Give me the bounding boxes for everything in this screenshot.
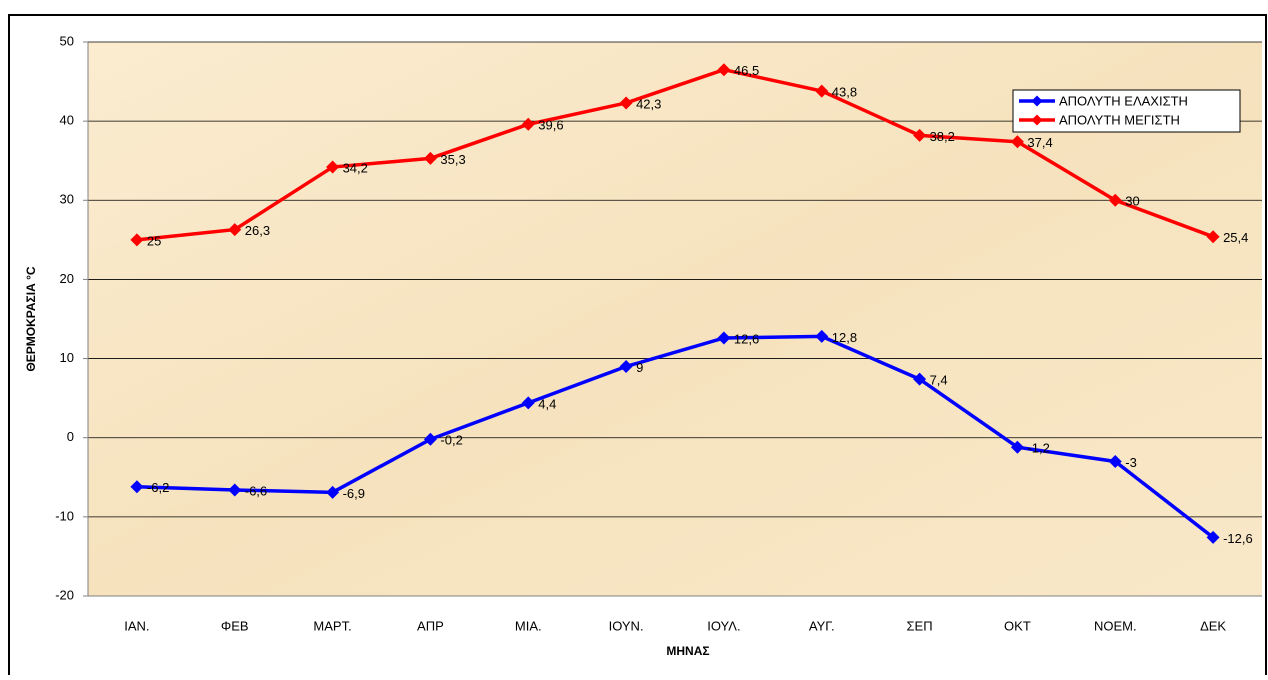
point-marker	[1108, 193, 1122, 207]
legend-marker	[1031, 114, 1043, 126]
point-marker	[423, 151, 437, 165]
y-tick-label: 10	[60, 350, 74, 365]
data-label: -12,6	[1223, 531, 1253, 546]
data-label: 7,4	[930, 373, 948, 388]
data-label: 25	[147, 233, 161, 248]
point-marker	[130, 480, 144, 494]
data-label: -6,9	[343, 486, 365, 501]
data-label: 35,3	[440, 152, 465, 167]
x-tick-label: ΑΠΡ	[417, 618, 444, 633]
y-tick-label: 0	[67, 429, 74, 444]
point-marker	[619, 96, 633, 110]
data-label: 12,6	[734, 331, 759, 346]
point-marker	[326, 160, 340, 174]
x-axis-title: ΜΗΝΑΣ	[666, 644, 709, 658]
data-label: 30	[1125, 194, 1139, 209]
data-label: -1,2	[1027, 441, 1049, 456]
y-tick-label: 30	[60, 192, 74, 207]
x-tick-label: ΑΥΓ.	[809, 618, 835, 633]
x-tick-label: ΝΟΕΜ.	[1094, 618, 1137, 633]
point-marker	[423, 432, 437, 446]
point-marker	[913, 372, 927, 386]
y-tick-label: 40	[60, 113, 74, 128]
point-marker	[521, 396, 535, 410]
legend-box	[1012, 89, 1241, 133]
point-marker	[326, 485, 340, 499]
point-marker	[1206, 530, 1220, 544]
data-label: 39,6	[538, 118, 563, 133]
data-label: 43,8	[832, 85, 857, 100]
point-marker	[1206, 230, 1220, 244]
point-marker	[717, 331, 731, 345]
data-label: -6,6	[245, 483, 267, 498]
y-tick-label: 50	[60, 33, 74, 48]
data-label: -6,2	[147, 480, 169, 495]
data-label: 46,5	[734, 63, 759, 78]
data-label: -3	[1125, 455, 1137, 470]
point-marker	[1108, 454, 1122, 468]
point-marker	[717, 63, 731, 77]
y-axis-title: ΘΕΡΜΟΚΡΑΣΙΑ °C	[24, 266, 38, 371]
data-label: 4,4	[538, 396, 556, 411]
point-marker	[228, 483, 242, 497]
data-label: 26,3	[245, 223, 270, 238]
point-marker	[1010, 440, 1024, 454]
data-label: 12,8	[832, 330, 857, 345]
x-tick-label: ΙΟΥΛ.	[707, 618, 740, 633]
data-label: 37,4	[1027, 135, 1052, 150]
point-marker	[815, 84, 829, 98]
x-tick-label: ΟΚΤ	[1004, 618, 1031, 633]
point-marker	[1010, 135, 1024, 149]
point-marker	[521, 117, 535, 131]
data-label: 9	[636, 360, 643, 375]
legend-label: ΑΠΟΛΥΤΗ ΕΛΑΧΙΣΤΗ	[1059, 93, 1188, 108]
series-line	[136, 67, 1214, 242]
x-tick-label: ΦΕΒ	[221, 618, 249, 633]
data-label: 42,3	[636, 96, 661, 111]
x-tick-label: ΜΑΡΤ.	[313, 618, 351, 633]
y-tick-label: -20	[55, 587, 74, 602]
point-marker	[228, 223, 242, 237]
series-line	[136, 334, 1215, 539]
x-tick-label: ΙΟΥΝ.	[609, 618, 644, 633]
legend-marker	[1031, 95, 1043, 107]
y-tick-label: -10	[55, 508, 74, 523]
data-label: 38,2	[930, 129, 955, 144]
frame	[8, 14, 1267, 675]
plot-area	[88, 42, 1262, 596]
x-tick-label: ΣΕΠ	[907, 618, 933, 633]
data-label: 34,2	[343, 160, 368, 175]
point-marker	[619, 359, 633, 373]
x-tick-label: ΔΕΚ	[1200, 618, 1226, 633]
x-tick-label: ΙΑΝ.	[124, 618, 149, 633]
point-marker	[913, 128, 927, 142]
data-label: 25,4	[1223, 230, 1248, 245]
x-tick-label: ΜΙΑ.	[515, 618, 542, 633]
data-label: -0,2	[440, 433, 462, 448]
point-marker	[130, 233, 144, 247]
y-tick-label: 20	[60, 271, 74, 286]
point-marker	[815, 329, 829, 343]
legend-label: ΑΠΟΛΥΤΗ ΜΕΓΙΣΤΗ	[1059, 112, 1180, 127]
